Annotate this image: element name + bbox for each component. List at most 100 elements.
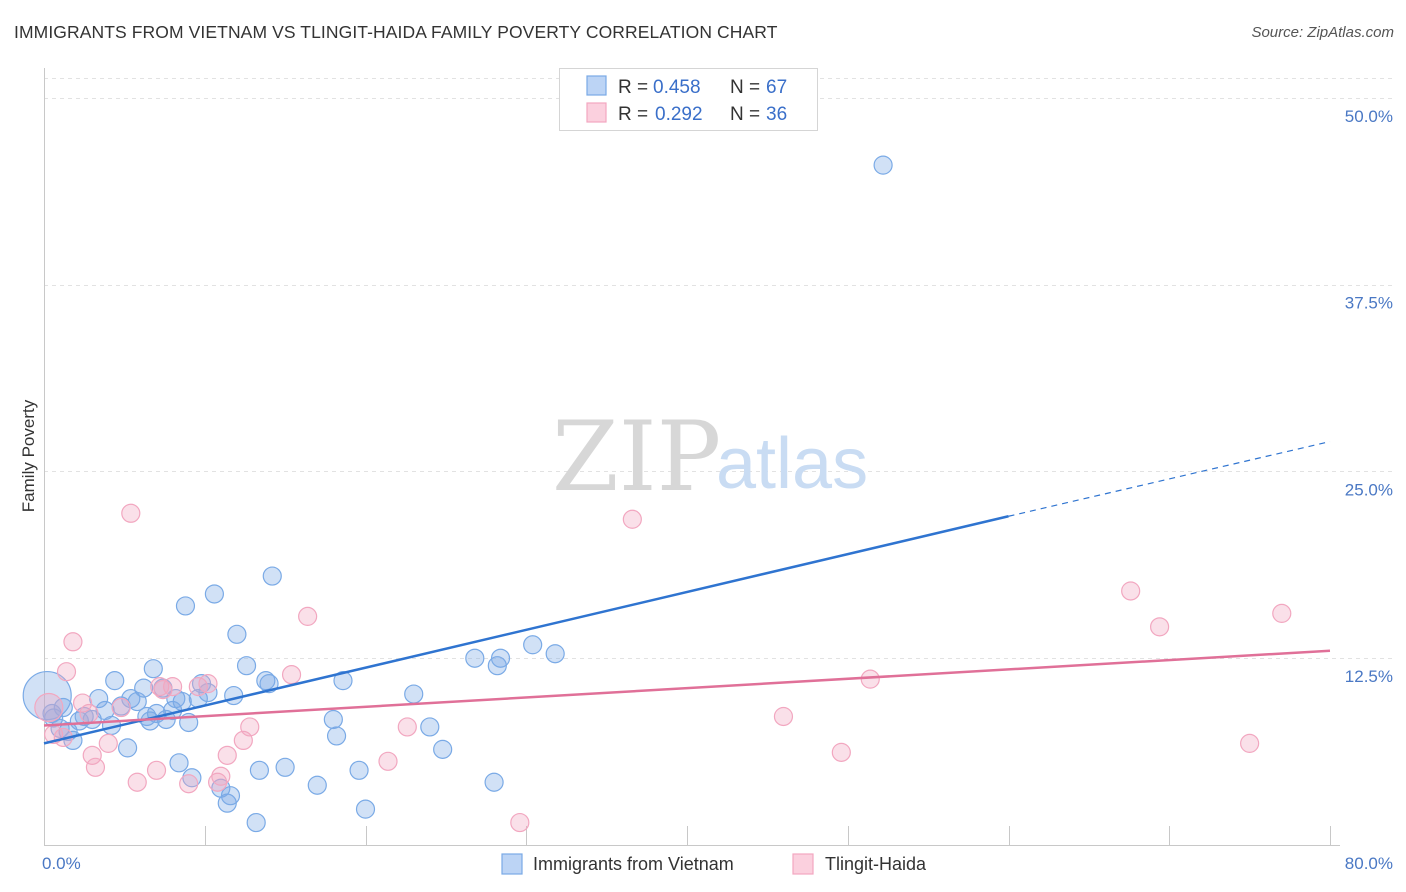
- tlingit-point: [98, 733, 118, 753]
- gridlines: [44, 78, 1392, 659]
- tlingit-point: [281, 665, 302, 685]
- vietnam-point: [349, 760, 369, 780]
- y-axis-title: Family Poverty: [19, 399, 38, 512]
- tlingit-point: [85, 757, 106, 777]
- vietnam-point: [220, 786, 241, 806]
- vietnam-point: [246, 812, 266, 833]
- vietnam-point: [275, 757, 295, 777]
- bottom-legend-swatch-vietnam: [501, 853, 523, 875]
- tlingit-point: [240, 717, 260, 737]
- tlingit-point: [1272, 603, 1292, 623]
- vietnam-point: [323, 709, 343, 730]
- vietnam-point: [307, 775, 327, 795]
- vietnam-point: [420, 717, 440, 737]
- legend-n-value-vietnam: 67: [766, 77, 787, 98]
- vietnam-point: [89, 688, 109, 709]
- tlingit-point: [63, 632, 83, 652]
- tlingit-point: [179, 774, 199, 794]
- tlingit-point: [860, 669, 880, 689]
- vietnam-point: [169, 753, 189, 773]
- watermark-zip: ZIP: [552, 401, 721, 513]
- vietnam-trend-extension: [1008, 440, 1331, 517]
- tlingit-point: [378, 751, 398, 771]
- vietnam-point: [256, 671, 276, 691]
- vietnam-point: [333, 671, 353, 691]
- x-tick-label-max: 80.0%: [1345, 854, 1393, 873]
- bottom-legend-label-tlingit: Tlingit-Haida: [825, 854, 927, 874]
- tlingit-point: [211, 766, 231, 786]
- series-vietnam-points: [22, 155, 893, 833]
- bottom-legend: Immigrants from Vietnam Tlingit-Haida: [501, 853, 927, 875]
- legend-swatch-vietnam: [586, 75, 607, 96]
- tlingit-point: [1240, 733, 1260, 753]
- y-tick-label: 37.5%: [1345, 294, 1393, 313]
- series-tlingit-points: [34, 503, 1292, 833]
- vietnam-point: [523, 635, 543, 655]
- tlingit-point: [397, 717, 417, 737]
- tlingit-point: [298, 606, 318, 626]
- tlingit-point: [121, 503, 141, 523]
- vietnam-point: [404, 684, 424, 704]
- tlingit-point: [1121, 581, 1141, 601]
- y-tick-label: 50.0%: [1345, 107, 1393, 126]
- legend-n-value-tlingit: 36: [766, 104, 787, 125]
- tlingit-point: [72, 693, 93, 713]
- legend-r-value-tlingit: 0.292: [655, 104, 703, 125]
- vietnam-point: [545, 644, 565, 664]
- vietnam-point: [182, 768, 202, 788]
- vietnam-point: [873, 155, 893, 175]
- bottom-legend-swatch-tlingit: [792, 853, 814, 875]
- vietnam-point: [465, 648, 485, 668]
- legend-swatch-tlingit: [586, 102, 607, 123]
- y-axis-tick-labels: 12.5% 25.0% 37.5% 50.0%: [1345, 107, 1393, 686]
- tlingit-point: [79, 703, 99, 724]
- vietnam-point: [143, 659, 163, 679]
- vietnam-point: [326, 726, 347, 746]
- tlingit-point: [510, 812, 530, 833]
- vietnam-point: [224, 685, 244, 706]
- legend-r-label-tlingit: R =: [618, 104, 648, 125]
- x-tick-label-min: 0.0%: [42, 854, 81, 873]
- tlingit-point: [111, 697, 131, 718]
- vietnam-point: [134, 678, 154, 698]
- tlingit-point: [622, 509, 642, 529]
- vietnam-point: [355, 799, 376, 819]
- tlingit-point: [208, 772, 228, 792]
- x-axis-ticks: [44, 826, 1331, 845]
- bottom-legend-label-vietnam: Immigrants from Vietnam: [533, 854, 734, 874]
- vietnam-trend-line: [43, 515, 1009, 745]
- tlingit-point: [831, 742, 851, 762]
- tlingit-point: [127, 772, 147, 792]
- vietnam-point: [262, 566, 282, 586]
- tlingit-point: [217, 745, 237, 765]
- vietnam-point: [249, 760, 270, 780]
- y-tick-label: 12.5%: [1345, 667, 1393, 686]
- vietnam-point: [204, 584, 224, 604]
- tlingit-trend-line: [43, 649, 1331, 727]
- tlingit-point: [82, 745, 102, 765]
- vietnam-point: [105, 671, 125, 691]
- tlingit-point: [198, 674, 218, 694]
- vietnam-point: [175, 596, 196, 616]
- legend-r-value-vietnam: 0.458: [653, 77, 701, 98]
- vietnam-point: [433, 739, 453, 759]
- watermark-atlas: atlas: [716, 424, 868, 504]
- vietnam-point: [117, 738, 138, 758]
- chart-source: Source: ZipAtlas.com: [1251, 24, 1394, 41]
- vietnam-point: [490, 648, 511, 668]
- legend-n-label-vietnam: N =: [730, 77, 760, 98]
- y-tick-label: 25.0%: [1345, 480, 1393, 499]
- vietnam-point: [236, 656, 257, 676]
- chart-title: IMMIGRANTS FROM VIETNAM VS TLINGIT-HAIDA…: [14, 22, 778, 42]
- watermark: ZIP atlas: [552, 401, 868, 513]
- tlingit-point: [1150, 617, 1170, 637]
- tlingit-point: [163, 677, 183, 697]
- vietnam-point: [44, 708, 64, 728]
- vietnam-point: [227, 624, 247, 644]
- tlingit-point: [146, 760, 167, 780]
- tlingit-point: [34, 692, 64, 723]
- tlingit-point: [56, 662, 77, 682]
- tlingit-point: [773, 706, 794, 727]
- legend: R = 0.458 N = 67 R = 0.292 N = 36: [559, 68, 818, 131]
